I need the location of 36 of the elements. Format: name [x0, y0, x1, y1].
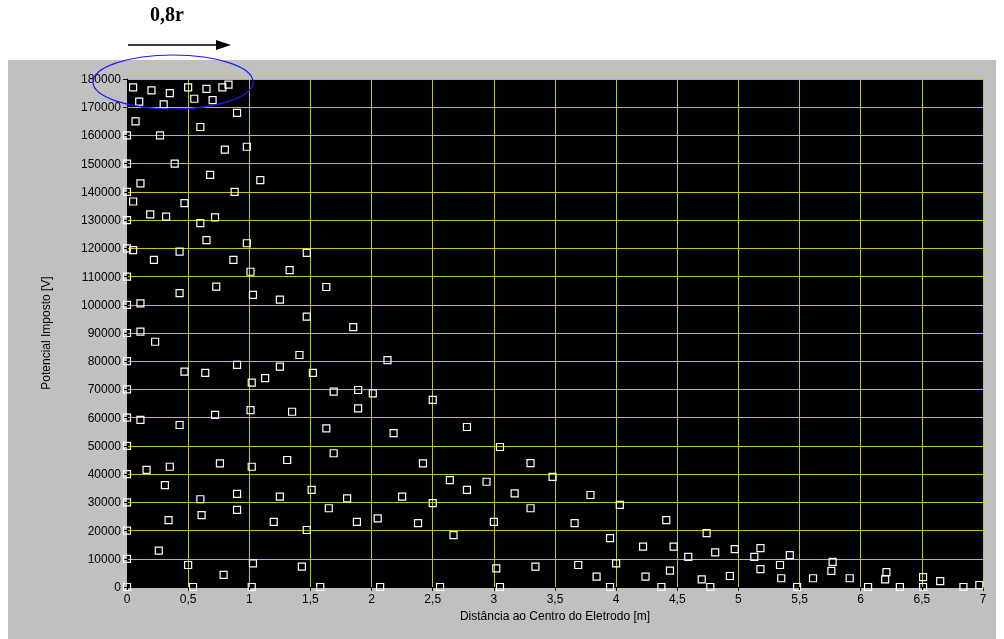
y-tick-label: 90000 [87, 326, 122, 340]
x-tick-label: 3,5 [546, 592, 564, 606]
y-tick-label: 170000 [80, 100, 122, 115]
y-tick-label: 60000 [87, 410, 122, 425]
y-tick-label: 120000 [80, 241, 122, 256]
y-tick-label: 150000 [80, 156, 122, 171]
y-tick-label: 130000 [80, 213, 122, 228]
y-tick-label: 70000 [87, 382, 122, 397]
x-tick-label: 5 [735, 592, 743, 606]
y-tick-label: 80000 [87, 354, 122, 369]
y-tick-label: 140000 [80, 184, 122, 199]
x-tick-label: 4 [612, 592, 620, 606]
x-tick-label: 1,5 [302, 592, 320, 606]
x-axis-title: Distância ao Centro do Eletrodo [m] [459, 608, 651, 623]
x-tick-label: 4,5 [668, 592, 686, 606]
x-tick-label: 6 [857, 592, 865, 606]
y-tick-label: 160000 [80, 128, 122, 143]
x-tick-label: 7 [979, 592, 987, 606]
x-tick-label: 5,5 [791, 592, 809, 606]
x-tick-label: 1 [245, 592, 253, 606]
y-tick-label: 100000 [80, 297, 122, 312]
y-tick-label: 50000 [87, 438, 122, 453]
y-tick-label: 10000 [87, 551, 122, 566]
x-tick-label: 3 [490, 592, 498, 606]
y-axis-title: Potencial Imposto [V] [39, 276, 53, 390]
y-tick-label: 0 [114, 580, 122, 594]
x-tick-label: 0 [123, 592, 131, 606]
x-tick-label: 2,5 [424, 592, 442, 606]
x-tick-label: 2 [368, 592, 376, 606]
y-tick-label: 20000 [87, 523, 122, 538]
x-tick-label: 6,5 [913, 592, 931, 606]
text: 0,8r [150, 3, 184, 25]
y-tick-label: 30000 [87, 495, 122, 510]
y-tick-label: 40000 [87, 467, 122, 482]
x-tick-label: 0,5 [179, 592, 197, 606]
y-tick-label: 110000 [81, 269, 122, 284]
